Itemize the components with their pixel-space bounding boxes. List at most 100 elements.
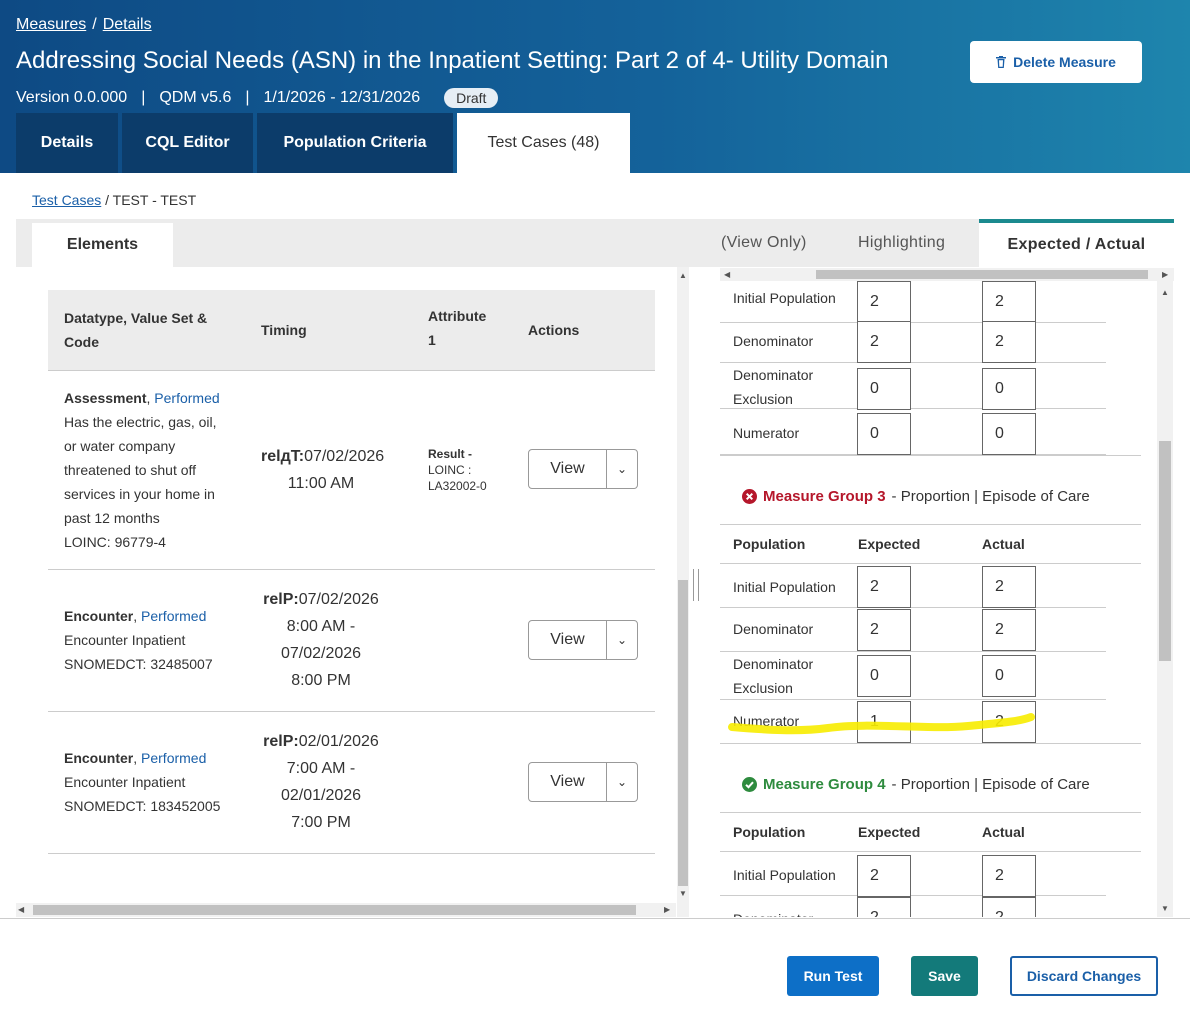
breadcrumb-details-link[interactable]: Details — [102, 16, 152, 33]
population-label: Denominator Exclusion — [733, 652, 813, 700]
scroll-down-arrow-icon[interactable]: ▼ — [1161, 904, 1169, 913]
datatype-cell: Encounter, Performed Encounter Inpatient… — [64, 608, 213, 672]
actual-value: 0 — [982, 413, 1036, 455]
expected-input[interactable]: 0 — [857, 655, 911, 697]
view-split-button: View ⌄ — [528, 762, 638, 802]
population-row: Numerator 0 0 — [720, 409, 1106, 455]
expected-input[interactable]: 0 — [857, 413, 911, 455]
expected-input[interactable]: 2 — [857, 897, 911, 917]
fail-circle-x-icon — [742, 489, 757, 504]
datatype-name: Encounter — [64, 608, 134, 624]
view-button[interactable]: View — [529, 450, 607, 488]
left-vertical-scroll-thumb[interactable] — [678, 580, 688, 886]
population-table-header: Population Expected Actual — [720, 524, 1141, 564]
timing-value: 07/02/2026 — [298, 591, 379, 608]
expected-input[interactable]: 2 — [857, 855, 911, 897]
highlight-marker-stroke — [728, 713, 1035, 735]
meta-separator: | — [245, 89, 250, 106]
population-row: Initial Population 2 2 — [720, 281, 1106, 323]
view-button[interactable]: View — [529, 621, 607, 659]
population-label: Denominator — [733, 621, 814, 637]
page-title: Addressing Social Needs (ASN) in the Inp… — [16, 47, 889, 74]
measure-group-desc: - Proportion | Episode of Care — [891, 488, 1090, 505]
expected-input[interactable]: 2 — [857, 321, 911, 363]
tab-highlighting[interactable]: Highlighting — [858, 234, 946, 251]
measure-group-4-heading: Measure Group 4 - Proportion | Episode o… — [742, 776, 1090, 793]
population-label: Denominator — [733, 333, 814, 349]
measure-group-name: Measure Group 3 — [763, 488, 886, 505]
tab-test-cases[interactable]: Test Cases (48) — [457, 113, 630, 173]
tab-cql-editor[interactable]: CQL Editor — [122, 113, 253, 173]
left-horizontal-scroll-thumb[interactable] — [33, 905, 636, 915]
scroll-up-arrow-icon[interactable]: ▲ — [1161, 288, 1169, 297]
tab-details[interactable]: Details — [16, 113, 118, 173]
scroll-up-arrow-icon[interactable]: ▲ — [679, 271, 687, 280]
actual-value: 2 — [982, 897, 1036, 917]
scroll-right-arrow-icon[interactable]: ▶ — [1162, 270, 1169, 279]
panel-tab-bar: Elements (View Only) Highlighting Expect… — [16, 219, 1174, 267]
chevron-down-icon[interactable]: ⌄ — [616, 775, 628, 789]
actual-value: 2 — [982, 281, 1036, 323]
table-row: Assessment, Performed Has the electric, … — [48, 371, 655, 570]
test-case-breadcrumb: Test Cases / TEST - TEST — [32, 192, 196, 208]
footer-divider — [0, 918, 1190, 919]
panel-resize-handle[interactable] — [693, 569, 699, 601]
header-actual: Actual — [982, 536, 1025, 552]
timing-cell: relP:02/01/2026 7:00 AM - 02/01/2026 7:0… — [261, 728, 381, 836]
right-horizontal-scroll-thumb[interactable] — [816, 270, 1148, 279]
view-button[interactable]: View — [529, 763, 607, 801]
header-datatype: Datatype, Value Set & Code — [64, 306, 207, 354]
measurement-period-text: 1/1/2026 - 12/31/2026 — [263, 89, 421, 106]
run-test-button[interactable]: Run Test — [787, 956, 879, 996]
expected-input[interactable]: 2 — [857, 566, 911, 608]
test-case-current: / TEST - TEST — [105, 192, 197, 208]
tab-population-criteria[interactable]: Population Criteria — [257, 113, 453, 173]
header-attribute: Attribute 1 — [428, 304, 486, 352]
discard-changes-button[interactable]: Discard Changes — [1010, 956, 1158, 996]
elements-table: Datatype, Value Set & Code Timing Attribu… — [48, 290, 655, 854]
chevron-down-icon[interactable]: ⌄ — [616, 633, 628, 647]
header-population: Population — [733, 824, 806, 840]
attribute-cell: Result - LOINC : LA32002-0 — [428, 446, 487, 494]
code-line: LOINC: 96779-4 — [64, 534, 166, 550]
header-actual: Actual — [982, 824, 1025, 840]
population-row: Denominator 2 2 — [720, 896, 1106, 917]
right-vertical-scroll-thumb[interactable] — [1159, 441, 1171, 661]
tab-elements[interactable]: Elements — [32, 219, 173, 267]
test-cases-link[interactable]: Test Cases — [32, 192, 102, 208]
expected-input[interactable]: 2 — [857, 281, 911, 323]
save-button[interactable]: Save — [911, 956, 978, 996]
description-line: past 12 months — [64, 510, 160, 526]
population-row: Initial Population 2 2 — [720, 854, 1106, 897]
timing-value: 02/01/2026 — [280, 787, 362, 804]
scroll-left-arrow-icon[interactable]: ◀ — [18, 905, 25, 914]
measure-tabs: Details CQL Editor Population Criteria T… — [16, 113, 630, 173]
scroll-down-arrow-icon[interactable]: ▼ — [679, 889, 687, 898]
breadcrumb-measures-link[interactable]: Measures — [16, 16, 87, 33]
expected-input[interactable]: 2 — [857, 609, 911, 651]
delete-measure-label: Delete Measure — [1013, 54, 1116, 70]
code-line: SNOMEDCT: 32485007 — [64, 656, 213, 672]
measure-header: Measures / Details Addressing Social Needs… — [0, 0, 1190, 173]
scroll-right-arrow-icon[interactable]: ▶ — [664, 905, 671, 914]
scroll-left-arrow-icon[interactable]: ◀ — [724, 270, 731, 279]
divider — [720, 455, 1141, 456]
population-row: Denominator Exclusion 0 0 — [720, 363, 1106, 410]
population-label: Initial Population — [733, 579, 836, 595]
expected-input[interactable]: 0 — [857, 368, 911, 410]
pass-circle-check-icon — [742, 777, 757, 792]
actual-value: 2 — [982, 609, 1036, 651]
timing-cell: relP:07/02/2026 8:00 AM - 07/02/2026 8:0… — [261, 586, 381, 694]
view-split-button: View ⌄ — [528, 449, 638, 489]
timing-value: 02/01/2026 — [298, 733, 379, 750]
table-row: Encounter, Performed Encounter Inpatient… — [48, 570, 655, 712]
attribute-value: LA32002-0 — [428, 479, 487, 493]
description-line: or water company — [64, 438, 176, 454]
population-row: Initial Population 2 2 — [720, 566, 1106, 608]
actual-value: 2 — [982, 566, 1036, 608]
tab-expected-actual[interactable]: Expected / Actual — [979, 219, 1174, 267]
chevron-down-icon[interactable]: ⌄ — [616, 462, 628, 476]
delete-measure-button[interactable]: Delete Measure — [970, 41, 1142, 83]
population-label-line2: Exclusion — [733, 680, 793, 696]
datatype-cell: Encounter, Performed Encounter Inpatient… — [64, 750, 221, 814]
